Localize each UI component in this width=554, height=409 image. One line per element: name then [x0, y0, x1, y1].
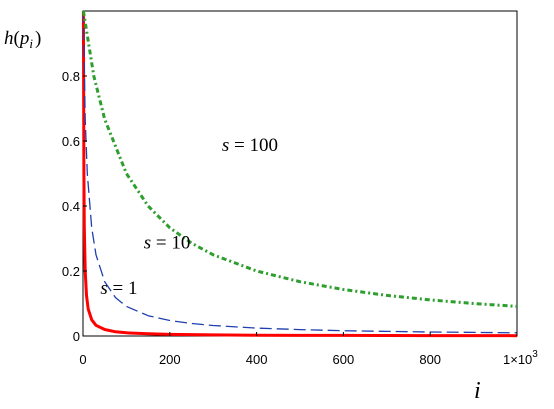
y-axis-title-sub: i: [29, 36, 33, 51]
y-axis-title-open: (: [14, 28, 20, 49]
x-tick-label: 400: [246, 352, 268, 367]
annotation-value: 10: [171, 232, 190, 253]
annotation-eq: =: [229, 135, 249, 156]
y-tick-labels: 0 0.2 0.4 0.6 0.8: [62, 69, 87, 344]
y-tick-label: 0.6: [62, 134, 80, 149]
annotation-var: s: [144, 232, 151, 253]
annotation-s-1: s = 1: [100, 278, 137, 299]
y-axis-title-close: ): [35, 28, 41, 49]
y-tick-label: 0: [73, 329, 80, 344]
y-axis-title-func: h: [4, 28, 14, 49]
series-layer: [81, 10, 518, 338]
x-tick-label: 200: [159, 352, 181, 367]
annotation-eq: =: [151, 232, 171, 253]
annotation-var: s: [100, 278, 107, 299]
annotation-eq: =: [108, 278, 128, 299]
y-tick-label: 0.2: [62, 264, 80, 279]
series-line-s10: [82, 10, 518, 334]
x-tick-exponent: 3: [532, 349, 538, 360]
plot-frame: [82, 10, 518, 337]
y-tick-label: 0.4: [62, 199, 80, 214]
x-tick-label: 800: [419, 352, 441, 367]
series-line-s100: [81, 10, 518, 308]
x-tick-labels: 0 200 400 600 800 1×103: [79, 332, 538, 367]
y-axis-title: h(pi): [4, 28, 41, 51]
x-tick-label: 1×103: [503, 349, 538, 367]
annotation-s-100: s = 100: [222, 135, 278, 156]
x-tick-label: 600: [333, 352, 355, 367]
x-axis-title: i: [474, 378, 481, 404]
series-line-s1: [81, 10, 518, 338]
annotation-value: 1: [128, 278, 138, 299]
y-axis-title-var: p: [18, 28, 30, 49]
y-tick-label: 0.8: [62, 69, 80, 84]
annotation-var: s: [222, 135, 229, 156]
annotation-value: 100: [250, 135, 279, 156]
annotation-s-10: s = 10: [144, 232, 191, 253]
x-tick-label: 0: [79, 352, 86, 367]
